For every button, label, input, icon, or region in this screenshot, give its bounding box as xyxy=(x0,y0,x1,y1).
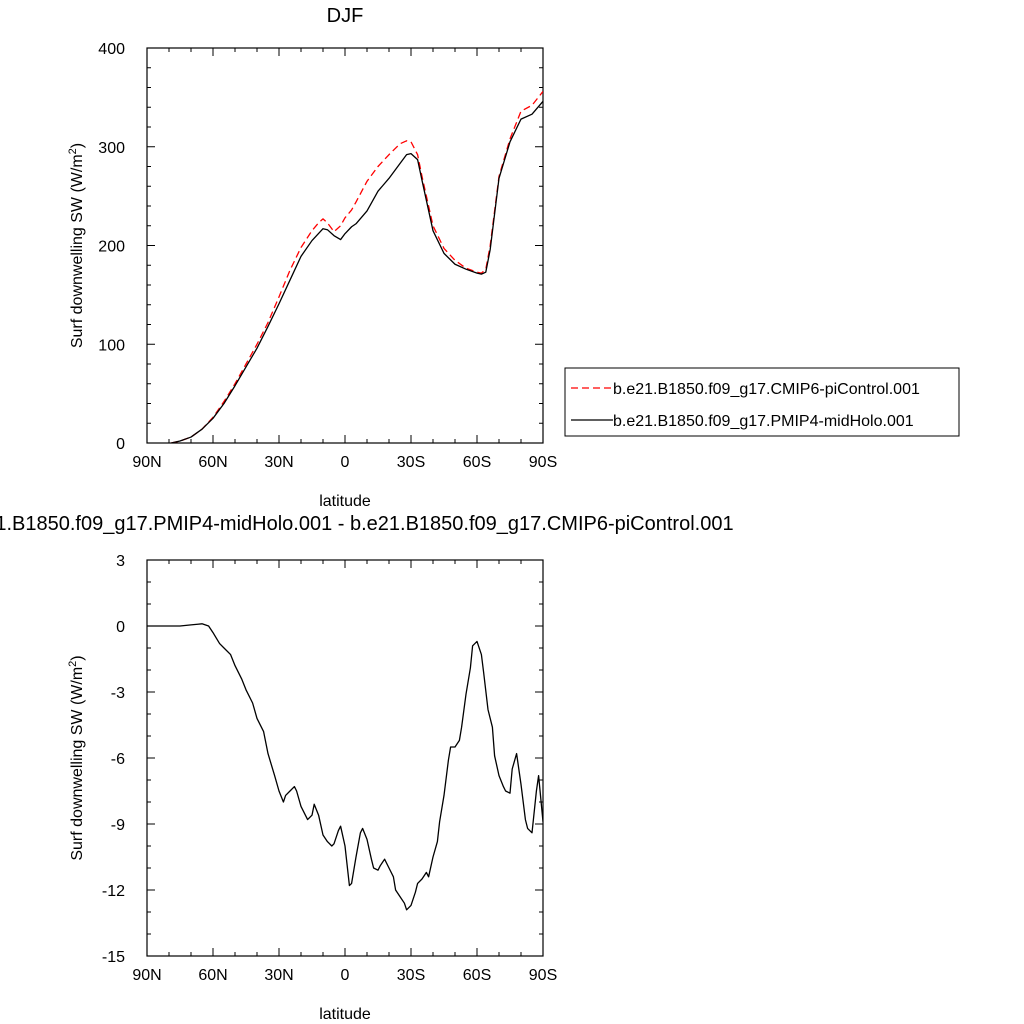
x-tick-label: 90N xyxy=(132,967,161,984)
y-tick-label: 400 xyxy=(98,41,125,58)
chart-bottom-difference: b.e21.B1850.f09_g17.PMIP4-midHolo.001 - … xyxy=(0,513,734,1023)
x-tick-label: 60S xyxy=(463,454,491,471)
x-tick-label: 90N xyxy=(132,454,161,471)
x-tick-label: 60N xyxy=(198,967,227,984)
y-tick-label: -6 xyxy=(111,751,125,768)
x-tick-label: 90S xyxy=(529,967,557,984)
y-tick-label: -3 xyxy=(111,685,125,702)
x-tick-label: 30N xyxy=(264,967,293,984)
legend-box xyxy=(564,367,960,437)
series-line-0 xyxy=(171,91,543,443)
x-tick-label: 90S xyxy=(529,454,557,471)
y-axis-label: Surf downwelling SW (W/m2) xyxy=(67,655,86,860)
x-axis-label: latitude xyxy=(319,1006,371,1023)
x-tick-label: 0 xyxy=(341,967,350,984)
y-tick-label: -15 xyxy=(102,949,125,966)
y-axis-label: Surf downwelling SW (W/m2) xyxy=(67,143,86,348)
x-tick-label: 30S xyxy=(397,454,425,471)
plot-frame xyxy=(146,47,544,444)
x-tick-label: 60S xyxy=(463,967,491,984)
y-tick-label: 0 xyxy=(116,436,125,453)
y-tick-label: 300 xyxy=(98,140,125,157)
chart-top-djf: DJF 90N 60N 30N 0 30S 60S 90S 0 100 200 300 400 latit… xyxy=(67,5,960,510)
y-tick-label: -12 xyxy=(102,883,125,900)
y-tick-label: 100 xyxy=(98,337,125,354)
chart-title: DJF xyxy=(327,5,364,27)
y-tick-label: -9 xyxy=(111,817,125,834)
x-tick-label: 60N xyxy=(198,454,227,471)
y-tick-label: 3 xyxy=(116,553,125,570)
x-axis-label: latitude xyxy=(319,493,371,510)
x-tick-label: 30S xyxy=(397,967,425,984)
x-tick-label: 30N xyxy=(264,454,293,471)
series-line-1 xyxy=(171,100,543,443)
chart-title: b.e21.B1850.f09_g17.PMIP4-midHolo.001 - … xyxy=(0,513,734,535)
x-tick-label: 0 xyxy=(341,454,350,471)
y-tick-label: 0 xyxy=(116,619,125,636)
y-tick-label: 200 xyxy=(98,239,125,256)
legend-label-1: b.e21.B1850.f09_g17.PMIP4-midHolo.001 xyxy=(613,413,914,430)
series-line-0 xyxy=(147,623,543,911)
legend-label-0: b.e21.B1850.f09_g17.CMIP6-piControl.001 xyxy=(613,381,920,398)
plot-frame xyxy=(146,559,544,957)
